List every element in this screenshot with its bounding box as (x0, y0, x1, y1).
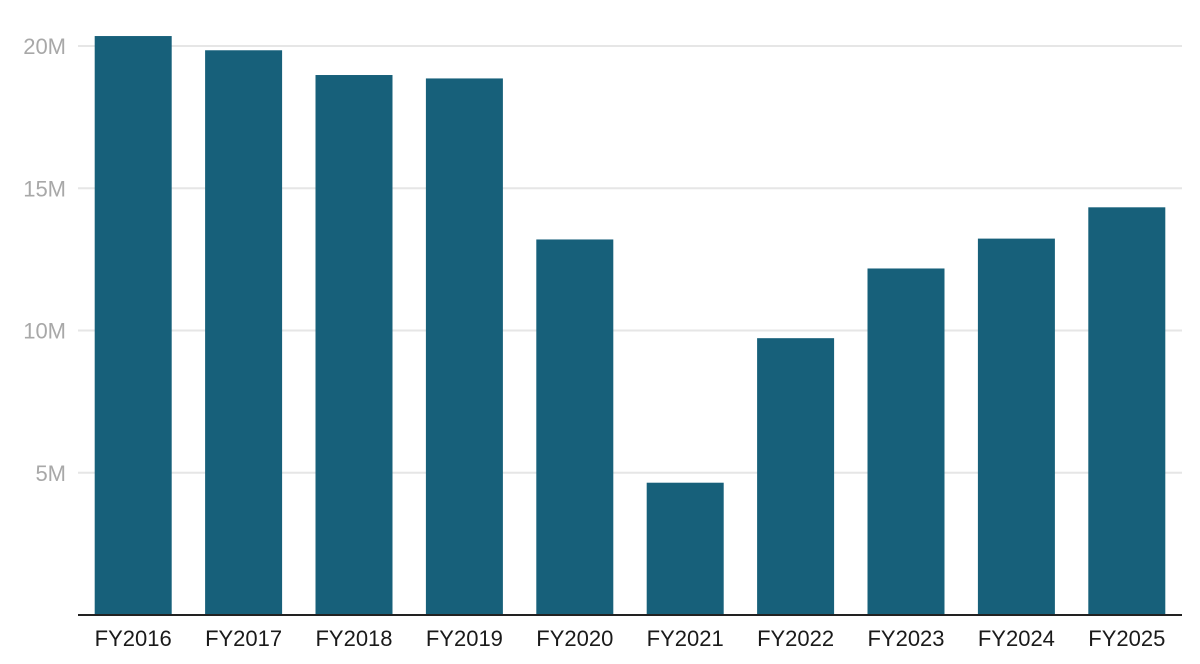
x-tick-label: FY2020 (536, 626, 613, 651)
bar-FY2022 (757, 338, 835, 615)
y-tick-label: 5M (35, 461, 66, 486)
bars (94, 36, 1166, 616)
bar-FY2023 (867, 268, 945, 615)
bar-FY2018 (315, 75, 393, 616)
bar-FY2024 (977, 238, 1055, 615)
x-tick-label: FY2025 (1088, 626, 1165, 651)
bar-FY2016 (94, 36, 172, 616)
y-axis-ticks: 5M 10M 15M 20M (23, 34, 66, 486)
x-tick-label: FY2021 (647, 626, 724, 651)
bar-FY2025 (1088, 207, 1166, 615)
x-tick-label: FY2022 (757, 626, 834, 651)
bar-FY2021 (646, 482, 724, 615)
x-tick-label: FY2023 (867, 626, 944, 651)
x-tick-label: FY2019 (426, 626, 503, 651)
y-tick-label: 15M (23, 176, 66, 201)
y-tick-label: 10M (23, 319, 66, 344)
x-axis-ticks: FY2016 FY2017 FY2018 FY2019 FY2020 FY2021 FY20… (95, 626, 1166, 651)
x-tick-label: FY2024 (978, 626, 1055, 651)
bar-FY2019 (425, 78, 503, 616)
y-tick-label: 20M (23, 34, 66, 59)
x-tick-label: FY2016 (95, 626, 172, 651)
x-tick-label: FY2017 (205, 626, 282, 651)
bar-FY2020 (536, 239, 614, 615)
bar-FY2017 (205, 50, 283, 615)
x-tick-label: FY2018 (315, 626, 392, 651)
